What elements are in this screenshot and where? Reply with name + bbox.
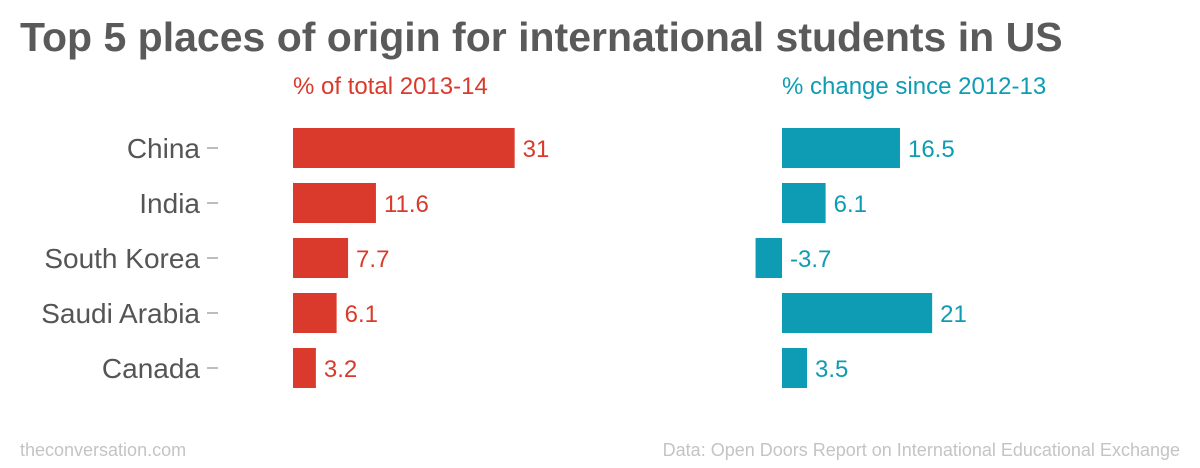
category-label-saudi-arabia: Saudi Arabia bbox=[41, 298, 200, 329]
share-bar-china bbox=[293, 128, 515, 168]
category-label-south-korea: South Korea bbox=[44, 243, 200, 274]
share-value-label: 3.2 bbox=[324, 356, 357, 383]
chart-title: Top 5 places of origin for international… bbox=[20, 14, 1063, 60]
share-bar-south-korea bbox=[293, 238, 349, 278]
category-axis: China India South Korea Saudi Arabia Canada bbox=[41, 133, 218, 384]
share-panel-title: % of total 2013-14 bbox=[293, 73, 488, 100]
change-value-label: 6.1 bbox=[834, 191, 867, 218]
change-value-label: -3.7 bbox=[790, 246, 831, 273]
share-bar-saudi-arabia bbox=[293, 293, 337, 333]
share-value-label: 7.7 bbox=[356, 246, 389, 273]
change-bar-china bbox=[782, 128, 900, 168]
change-panel-title: % change since 2012-13 bbox=[782, 73, 1046, 100]
change-bar-south-korea bbox=[755, 238, 782, 278]
change-bar-saudi-arabia bbox=[782, 293, 933, 333]
share-value-label: 31 bbox=[523, 136, 550, 163]
change-bar-canada bbox=[782, 348, 808, 388]
category-label-india: India bbox=[139, 188, 200, 219]
change-value-label: 16.5 bbox=[908, 136, 955, 163]
category-label-china: China bbox=[127, 133, 201, 164]
source-site: theconversation.com bbox=[20, 440, 187, 460]
category-label-canada: Canada bbox=[102, 353, 201, 384]
change-bar-india bbox=[782, 183, 826, 223]
share-bar-canada bbox=[293, 348, 316, 388]
change-value-label: 3.5 bbox=[815, 356, 848, 383]
share-value-label: 6.1 bbox=[345, 301, 378, 328]
data-source-note: Data: Open Doors Report on International… bbox=[662, 440, 1180, 460]
change-bars: 16.5 6.1 -3.7 21 3.5 bbox=[755, 128, 967, 388]
share-value-label: 11.6 bbox=[384, 191, 429, 218]
share-bars: 31 11.6 7.7 6.1 3.2 bbox=[293, 128, 549, 388]
change-value-label: 21 bbox=[940, 301, 967, 328]
share-bar-india bbox=[293, 183, 376, 223]
